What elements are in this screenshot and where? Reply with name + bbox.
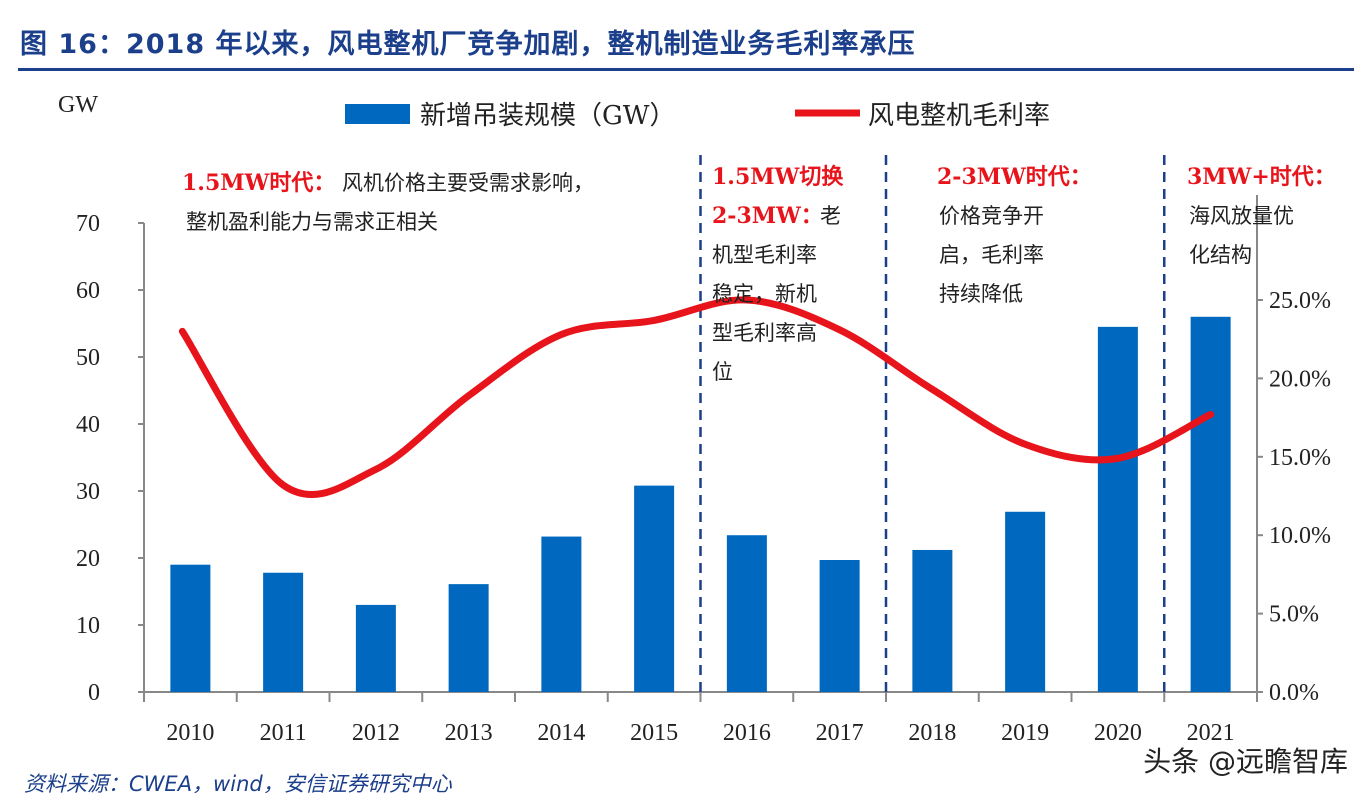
left-tick-label: 30: [76, 479, 100, 505]
bar-2010: [170, 564, 211, 692]
left-tick-label: 60: [76, 278, 100, 304]
legend-bar-label: 新增吊装规模（GW）: [420, 101, 676, 131]
annotation-line: 化结构: [1189, 243, 1252, 267]
annotation-heading: 3MW+时代：: [1187, 164, 1336, 190]
bar-2020: [1097, 326, 1138, 692]
annotation-line: 海风放量优: [1189, 204, 1294, 228]
bar-2015: [634, 485, 675, 692]
annotation-heading: 1.5MW切换: [712, 164, 844, 190]
bar-2012: [355, 604, 396, 692]
x-tick-label: 2017: [816, 720, 864, 746]
x-tick-label: 2018: [908, 720, 956, 746]
annotation-line: 风机价格主要受需求影响，: [342, 171, 594, 195]
x-tick-label: 2019: [1001, 720, 1049, 746]
right-tick-label: 0.0%: [1269, 680, 1319, 706]
bar-2014: [541, 536, 582, 692]
bar-2013: [448, 584, 489, 692]
bar-2011: [263, 572, 304, 692]
legend-line-label: 风电整机毛利率: [868, 101, 1050, 131]
annotation-line: 稳定，新机: [712, 282, 817, 306]
x-tick-label: 2015: [630, 720, 678, 746]
annotation-line: 启，毛利率: [939, 243, 1044, 267]
bar-2017: [819, 560, 860, 692]
watermark: 头条 @远瞻智库: [1143, 745, 1348, 778]
gross-margin-line: [178, 296, 1215, 499]
x-tick-label: 2010: [166, 720, 214, 746]
bar-2016: [726, 535, 767, 692]
left-tick-label: 0: [88, 680, 100, 706]
annotation-line: 型毛利率高: [712, 321, 817, 345]
right-tick-label: 10.0%: [1269, 523, 1331, 549]
annotation-line: 持续降低: [939, 282, 1023, 306]
left-tick-label: 70: [76, 211, 100, 237]
annotation-line: 机型毛利率: [712, 243, 817, 267]
bar-2021: [1190, 316, 1231, 692]
left-tick-label: 40: [76, 412, 100, 438]
annotation-line: 2-3MW：: [712, 203, 823, 229]
title-rule: [18, 68, 1354, 71]
right-tick-label: 5.0%: [1269, 602, 1319, 628]
annotation-line-suffix: 老: [820, 204, 841, 228]
x-tick-label: 2016: [723, 720, 771, 746]
right-tick-label: 20.0%: [1269, 366, 1331, 392]
left-axis-unit: GW: [58, 92, 98, 118]
left-tick-label: 10: [76, 613, 100, 639]
legend-bar-swatch: [345, 104, 410, 124]
right-tick-label: 15.0%: [1269, 445, 1331, 471]
annotation-line: 位: [712, 360, 733, 384]
x-tick-label: 2021: [1187, 720, 1235, 746]
right-tick-label: 25.0%: [1269, 288, 1331, 314]
source-note: 资料来源：CWEA，wind，安信证券研究中心: [24, 772, 452, 796]
x-tick-label: 2014: [537, 720, 585, 746]
annotation-heading: 2-3MW时代：: [937, 164, 1092, 190]
left-tick-label: 20: [76, 546, 100, 572]
annotation-line: 价格竞争开: [939, 204, 1044, 228]
bar-2018: [912, 549, 953, 692]
figure-title: 图 16：2018 年以来，风电整机厂竞争加剧，整机制造业务毛利率承压: [20, 29, 916, 60]
x-tick-label: 2020: [1094, 720, 1142, 746]
annotation-heading: 1.5MW时代：: [182, 170, 335, 196]
left-tick-label: 50: [76, 345, 100, 371]
bar-2019: [1005, 511, 1046, 692]
x-tick-label: 2011: [260, 720, 307, 746]
annotation-line: 整机盈利能力与需求正相关: [186, 210, 438, 234]
x-tick-label: 2013: [445, 720, 493, 746]
x-tick-label: 2012: [352, 720, 400, 746]
